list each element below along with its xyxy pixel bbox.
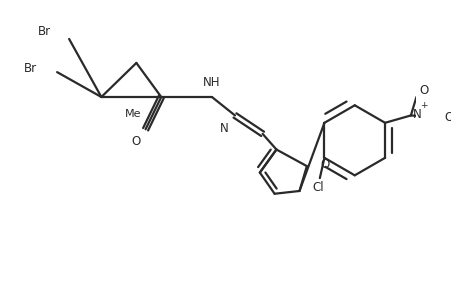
Text: Me: Me — [124, 109, 141, 119]
Text: O: O — [444, 111, 451, 124]
Text: −: − — [450, 121, 451, 131]
Text: Br: Br — [37, 25, 51, 38]
Text: Cl: Cl — [312, 181, 324, 194]
Text: N: N — [413, 108, 422, 121]
Text: N: N — [220, 122, 229, 135]
Text: O: O — [419, 84, 428, 97]
Text: NH: NH — [203, 76, 221, 89]
Text: +: + — [420, 101, 428, 110]
Text: Br: Br — [24, 62, 37, 75]
Text: O: O — [321, 158, 330, 171]
Text: O: O — [132, 135, 141, 148]
